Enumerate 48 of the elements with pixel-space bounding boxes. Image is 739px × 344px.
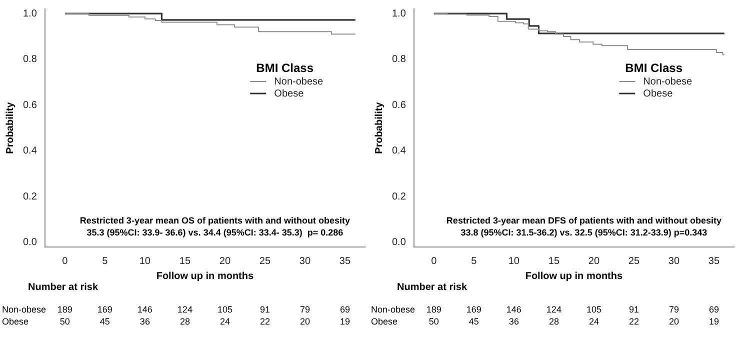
annotation: Restricted 3-year mean DFS of patients with and without obesity — [446, 215, 722, 226]
y-tick-label: 0.6 — [392, 100, 406, 111]
legend-title: BMI Class — [256, 60, 314, 75]
legend-label: Obese — [643, 88, 674, 100]
y-tick-label: 1.0 — [22, 8, 38, 20]
y-tick-label: 0.6 — [22, 100, 38, 111]
x-tick-label: 0 — [431, 256, 438, 267]
x-tick-label: 0 — [62, 256, 68, 267]
x-tick-label: 35 — [339, 256, 351, 267]
x-tick-label: 5 — [471, 256, 478, 267]
legend-label: Non-obese — [274, 76, 324, 88]
x-tick-label: 15 — [548, 256, 560, 267]
y-tick-label: 0.0 — [392, 237, 406, 248]
x-tick-label: 30 — [668, 256, 680, 267]
legend-title: BMI Class — [625, 60, 683, 75]
y-axis-title: Probability — [4, 102, 16, 154]
x-axis-title: Follow up in months — [525, 270, 623, 282]
x-tick-label: 20 — [219, 256, 231, 267]
text: Obese 50 45 36 28 24 22 20 19 — [2, 316, 350, 326]
legend-label: Obese — [274, 88, 304, 100]
y-tick-label: 0.8 — [22, 54, 38, 66]
x-tick-label: 5 — [102, 256, 108, 267]
annotation: 35.3 (95%CI: 33.9- 36.6) vs. 34.4 (95%CI: 33.4- 35.3) p= 0.286 — [86, 227, 344, 238]
x-tick-label: 15 — [179, 256, 191, 267]
y-tick-label: 0.4 — [392, 146, 406, 157]
text: Non-obese 189 169 146 124 105 91 79 69 — [371, 304, 719, 314]
x-tick-label: 10 — [508, 256, 520, 267]
y-tick-label: 0.2 — [392, 191, 406, 202]
text: Obese 50 45 36 28 24 22 20 19 — [371, 316, 719, 326]
y-tick-label: 0.8 — [392, 54, 406, 66]
text: Number at risk — [28, 282, 98, 293]
text: Number at risk — [397, 282, 468, 293]
y-tick-label: 0.4 — [22, 146, 38, 157]
y-axis-title: Probability — [374, 102, 385, 154]
legend-label: Non-obese — [643, 76, 693, 88]
text: Non-obese 189 169 146 124 105 91 79 69 — [2, 304, 350, 314]
annotation: Restricted 3-year mean OS of patients with and without obesity — [80, 215, 350, 226]
annotation: 33.8 (95%CI: 31.5-36.2) vs. 32.5 (95%CI: 31.2-33.9) p=0.343 — [460, 227, 708, 238]
x-tick-label: 25 — [628, 256, 640, 267]
y-tick-label: 0.0 — [22, 237, 38, 248]
x-tick-label: 30 — [299, 256, 311, 267]
y-tick-label: 1.0 — [392, 8, 406, 20]
x-tick-label: 20 — [588, 256, 600, 267]
x-tick-label: 25 — [259, 256, 271, 267]
x-axis-title: Follow up in months — [156, 270, 254, 282]
x-tick-label: 35 — [708, 256, 720, 267]
x-tick-label: 10 — [139, 256, 151, 267]
y-tick-label: 0.2 — [22, 191, 38, 202]
